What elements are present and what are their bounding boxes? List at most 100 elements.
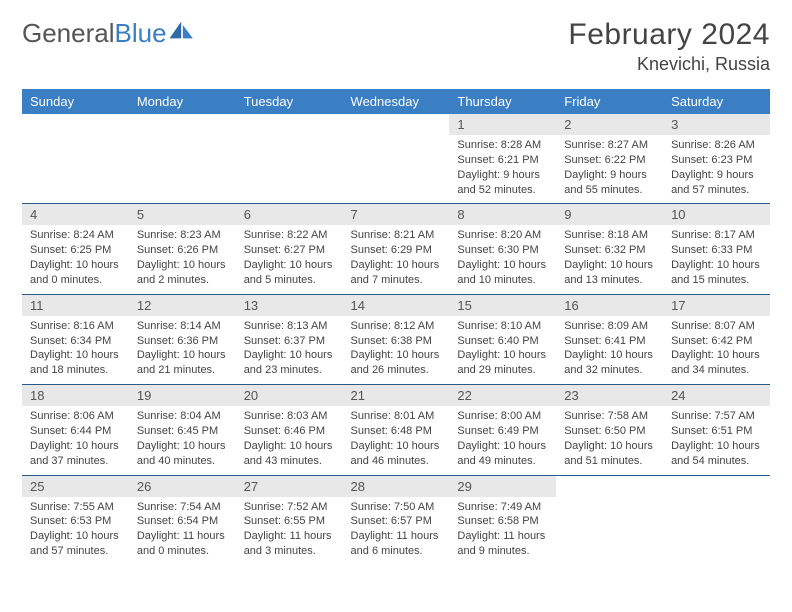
- day-cell: [343, 114, 450, 204]
- sunrise-line: Sunrise: 8:00 AM: [457, 409, 548, 424]
- daylight-line: Daylight: 10 hours and 7 minutes.: [351, 258, 442, 288]
- day-number: 16: [556, 295, 663, 316]
- sunrise-line: Sunrise: 8:04 AM: [137, 409, 228, 424]
- daylight-line: Daylight: 10 hours and 43 minutes.: [244, 439, 335, 469]
- day-cell: 3Sunrise: 8:26 AMSunset: 6:23 PMDaylight…: [663, 114, 770, 204]
- sunrise-line: Sunrise: 8:14 AM: [137, 319, 228, 334]
- daylight-line: Daylight: 10 hours and 57 minutes.: [30, 529, 121, 559]
- day-cell: 22Sunrise: 8:00 AMSunset: 6:49 PMDayligh…: [449, 385, 556, 475]
- day-number: 28: [343, 476, 450, 497]
- daylight-line: Daylight: 10 hours and 13 minutes.: [564, 258, 655, 288]
- daylight-line: Daylight: 10 hours and 46 minutes.: [351, 439, 442, 469]
- header-row: SundayMondayTuesdayWednesdayThursdayFrid…: [22, 89, 770, 114]
- day-number: 10: [663, 204, 770, 225]
- sunset-line: Sunset: 6:22 PM: [564, 153, 655, 168]
- sunset-line: Sunset: 6:36 PM: [137, 334, 228, 349]
- day-body: Sunrise: 7:52 AMSunset: 6:55 PMDaylight:…: [236, 497, 343, 565]
- day-cell: 20Sunrise: 8:03 AMSunset: 6:46 PMDayligh…: [236, 385, 343, 475]
- daylight-line: Daylight: 10 hours and 51 minutes.: [564, 439, 655, 469]
- sunrise-line: Sunrise: 7:50 AM: [351, 500, 442, 515]
- sunrise-line: Sunrise: 7:58 AM: [564, 409, 655, 424]
- week-row: 18Sunrise: 8:06 AMSunset: 6:44 PMDayligh…: [22, 385, 770, 475]
- calendar-body: 1Sunrise: 8:28 AMSunset: 6:21 PMDaylight…: [22, 114, 770, 565]
- daylight-line: Daylight: 10 hours and 0 minutes.: [30, 258, 121, 288]
- day-header: Wednesday: [343, 89, 450, 114]
- sunrise-line: Sunrise: 8:13 AM: [244, 319, 335, 334]
- day-number: 20: [236, 385, 343, 406]
- day-cell: [236, 114, 343, 204]
- sunrise-line: Sunrise: 8:03 AM: [244, 409, 335, 424]
- sunset-line: Sunset: 6:33 PM: [671, 243, 762, 258]
- daylight-line: Daylight: 10 hours and 26 minutes.: [351, 348, 442, 378]
- day-number: 21: [343, 385, 450, 406]
- day-body: Sunrise: 8:03 AMSunset: 6:46 PMDaylight:…: [236, 406, 343, 474]
- day-number: 24: [663, 385, 770, 406]
- sunrise-line: Sunrise: 8:06 AM: [30, 409, 121, 424]
- day-cell: [556, 476, 663, 565]
- day-number: 9: [556, 204, 663, 225]
- day-number: 12: [129, 295, 236, 316]
- day-cell: 24Sunrise: 7:57 AMSunset: 6:51 PMDayligh…: [663, 385, 770, 475]
- day-number: 27: [236, 476, 343, 497]
- sunset-line: Sunset: 6:37 PM: [244, 334, 335, 349]
- sail-icon: [169, 20, 195, 40]
- daylight-line: Daylight: 10 hours and 40 minutes.: [137, 439, 228, 469]
- day-cell: 23Sunrise: 7:58 AMSunset: 6:50 PMDayligh…: [556, 385, 663, 475]
- day-header: Monday: [129, 89, 236, 114]
- sunset-line: Sunset: 6:55 PM: [244, 514, 335, 529]
- day-body: Sunrise: 8:12 AMSunset: 6:38 PMDaylight:…: [343, 316, 450, 384]
- sunset-line: Sunset: 6:41 PM: [564, 334, 655, 349]
- day-number: 18: [22, 385, 129, 406]
- day-cell: 10Sunrise: 8:17 AMSunset: 6:33 PMDayligh…: [663, 204, 770, 294]
- logo-word1: General: [22, 18, 115, 48]
- header: GeneralBlue February 2024 Knevichi, Russ…: [22, 18, 770, 75]
- day-number: 23: [556, 385, 663, 406]
- daylight-line: Daylight: 10 hours and 2 minutes.: [137, 258, 228, 288]
- sunset-line: Sunset: 6:34 PM: [30, 334, 121, 349]
- day-cell: 21Sunrise: 8:01 AMSunset: 6:48 PMDayligh…: [343, 385, 450, 475]
- day-number: 2: [556, 114, 663, 135]
- sunrise-line: Sunrise: 8:27 AM: [564, 138, 655, 153]
- sunrise-line: Sunrise: 7:54 AM: [137, 500, 228, 515]
- day-body: Sunrise: 8:24 AMSunset: 6:25 PMDaylight:…: [22, 225, 129, 293]
- sunset-line: Sunset: 6:54 PM: [137, 514, 228, 529]
- day-number: 13: [236, 295, 343, 316]
- day-number: 3: [663, 114, 770, 135]
- day-number: 5: [129, 204, 236, 225]
- day-cell: 28Sunrise: 7:50 AMSunset: 6:57 PMDayligh…: [343, 476, 450, 565]
- daylight-line: Daylight: 11 hours and 0 minutes.: [137, 529, 228, 559]
- day-body: Sunrise: 8:22 AMSunset: 6:27 PMDaylight:…: [236, 225, 343, 293]
- day-cell: [129, 114, 236, 204]
- sunset-line: Sunset: 6:27 PM: [244, 243, 335, 258]
- day-cell: 2Sunrise: 8:27 AMSunset: 6:22 PMDaylight…: [556, 114, 663, 204]
- sunrise-line: Sunrise: 8:24 AM: [30, 228, 121, 243]
- sunset-line: Sunset: 6:58 PM: [457, 514, 548, 529]
- day-cell: 12Sunrise: 8:14 AMSunset: 6:36 PMDayligh…: [129, 295, 236, 385]
- week-row: 4Sunrise: 8:24 AMSunset: 6:25 PMDaylight…: [22, 204, 770, 294]
- day-number: 17: [663, 295, 770, 316]
- logo-text: GeneralBlue: [22, 18, 167, 49]
- sunset-line: Sunset: 6:26 PM: [137, 243, 228, 258]
- daylight-line: Daylight: 10 hours and 23 minutes.: [244, 348, 335, 378]
- day-cell: 14Sunrise: 8:12 AMSunset: 6:38 PMDayligh…: [343, 295, 450, 385]
- title-block: February 2024 Knevichi, Russia: [568, 18, 770, 75]
- day-body: Sunrise: 8:13 AMSunset: 6:37 PMDaylight:…: [236, 316, 343, 384]
- day-cell: 17Sunrise: 8:07 AMSunset: 6:42 PMDayligh…: [663, 295, 770, 385]
- sunset-line: Sunset: 6:25 PM: [30, 243, 121, 258]
- daylight-line: Daylight: 10 hours and 34 minutes.: [671, 348, 762, 378]
- day-header: Tuesday: [236, 89, 343, 114]
- day-cell: 26Sunrise: 7:54 AMSunset: 6:54 PMDayligh…: [129, 476, 236, 565]
- sunrise-line: Sunrise: 8:01 AM: [351, 409, 442, 424]
- calendar: SundayMondayTuesdayWednesdayThursdayFrid…: [22, 89, 770, 565]
- week-row: 1Sunrise: 8:28 AMSunset: 6:21 PMDaylight…: [22, 114, 770, 204]
- day-body: Sunrise: 8:23 AMSunset: 6:26 PMDaylight:…: [129, 225, 236, 293]
- day-cell: 7Sunrise: 8:21 AMSunset: 6:29 PMDaylight…: [343, 204, 450, 294]
- daylight-line: Daylight: 10 hours and 15 minutes.: [671, 258, 762, 288]
- day-cell: [663, 476, 770, 565]
- sunrise-line: Sunrise: 7:55 AM: [30, 500, 121, 515]
- day-cell: 15Sunrise: 8:10 AMSunset: 6:40 PMDayligh…: [449, 295, 556, 385]
- day-header: Sunday: [22, 89, 129, 114]
- day-body: Sunrise: 8:27 AMSunset: 6:22 PMDaylight:…: [556, 135, 663, 203]
- month-title: February 2024: [568, 18, 770, 52]
- day-cell: 11Sunrise: 8:16 AMSunset: 6:34 PMDayligh…: [22, 295, 129, 385]
